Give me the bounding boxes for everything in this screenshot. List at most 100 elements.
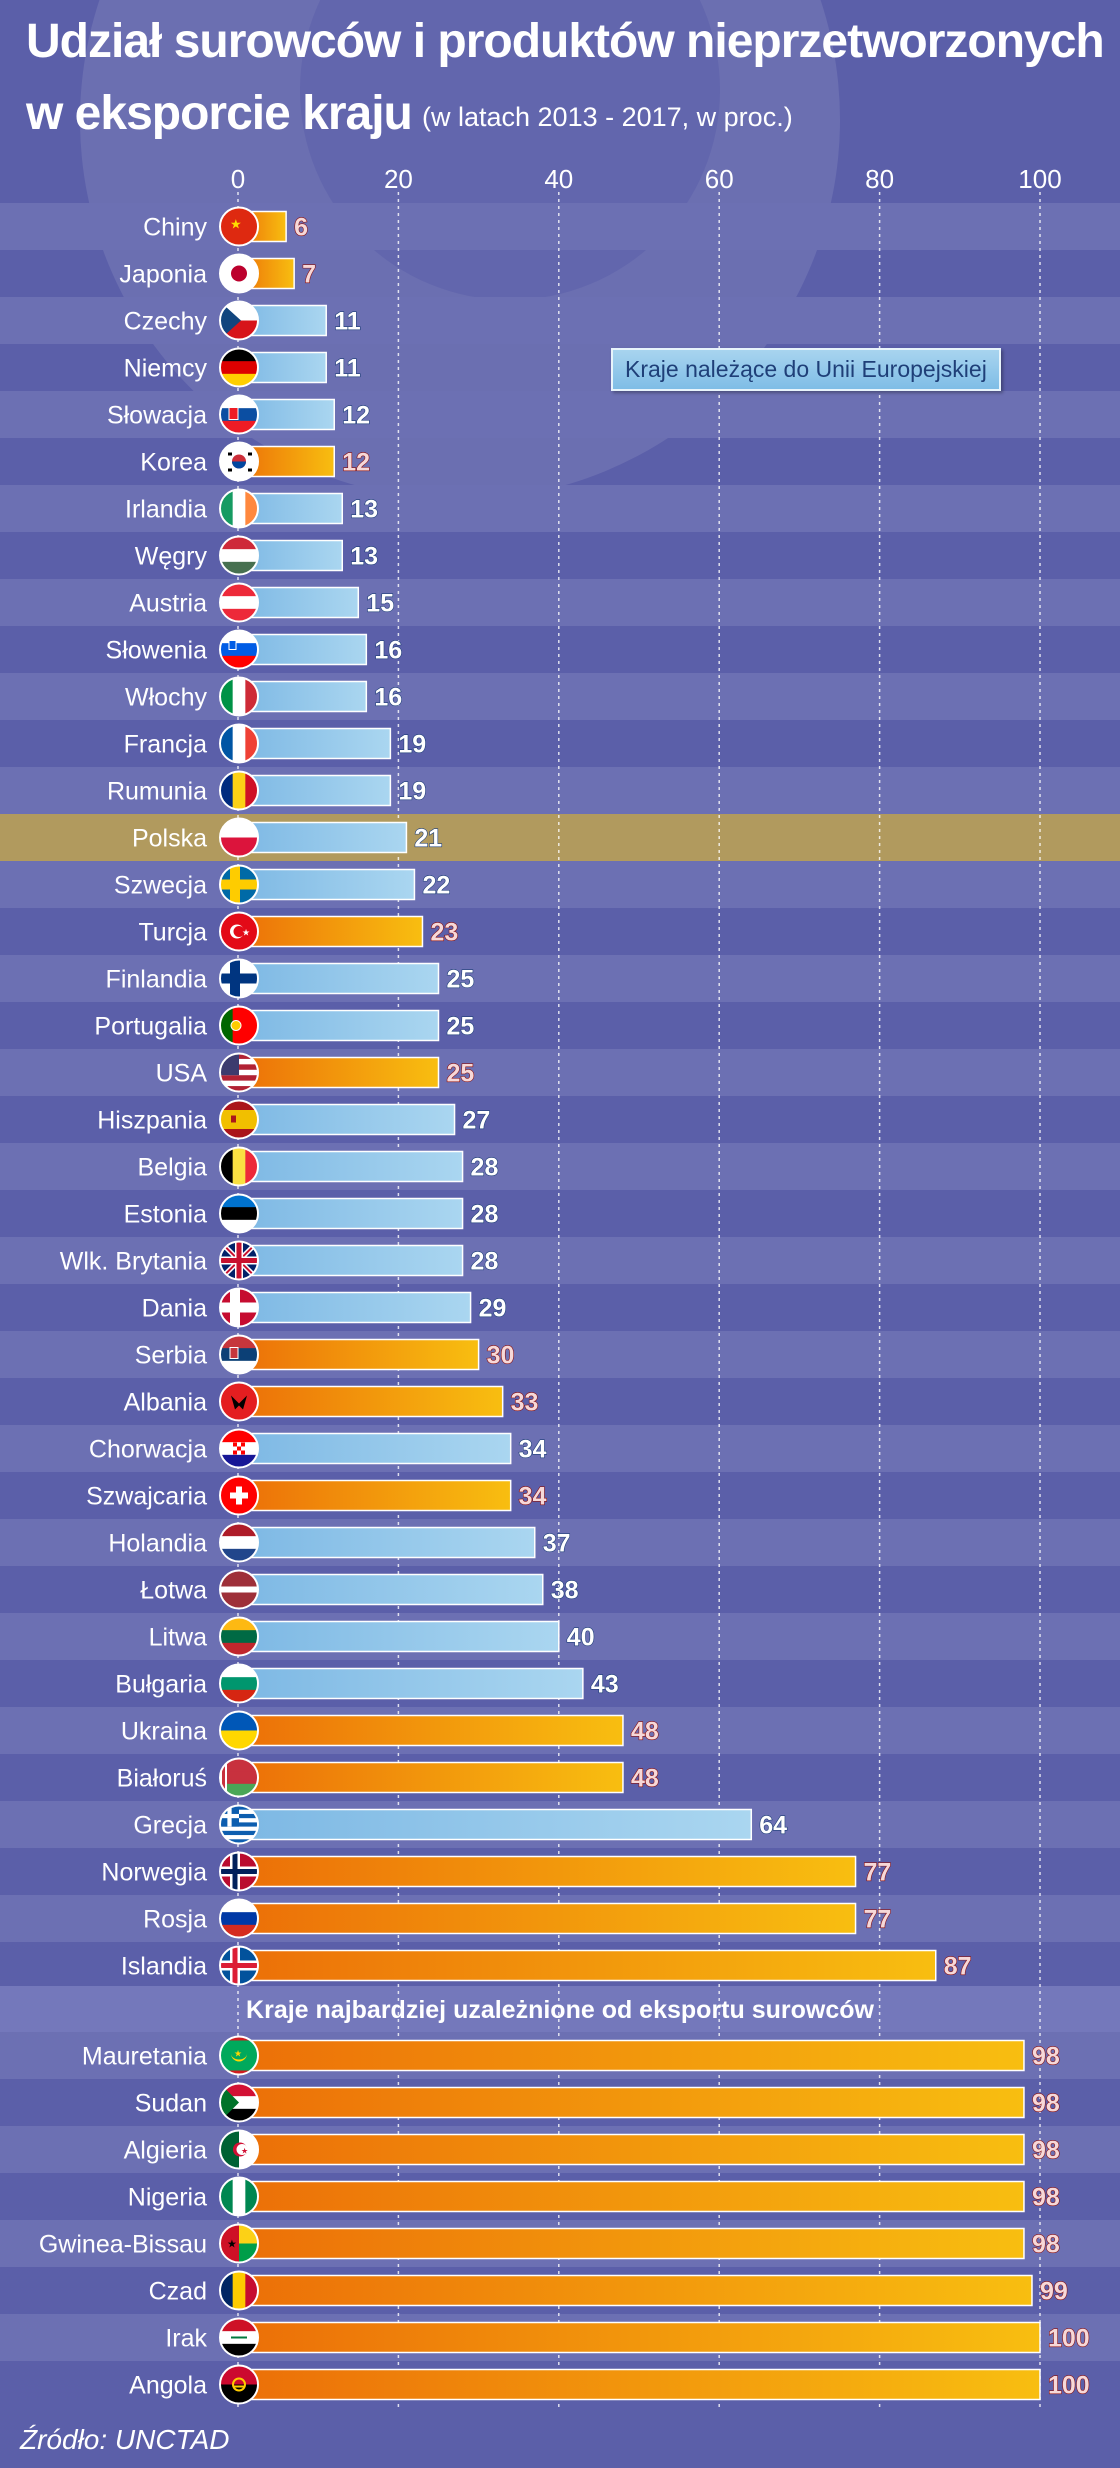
value-label: 43 xyxy=(591,1671,619,1699)
flag-border xyxy=(219,1475,259,1516)
flag-border xyxy=(219,1193,259,1234)
flag-border xyxy=(219,206,259,247)
flag-border xyxy=(219,2035,259,2076)
value-label: 100 xyxy=(1048,2325,1090,2353)
country-label: Finlandia xyxy=(106,966,208,994)
greece-flag xyxy=(220,1805,258,1844)
country-label: Litwa xyxy=(149,1624,207,1652)
bar-białoruś xyxy=(237,1761,624,1794)
x-tick-label: 80 xyxy=(865,164,894,194)
value-label: 15 xyxy=(366,590,394,618)
bar-włochy xyxy=(237,680,368,713)
bar-gwinea-bissau xyxy=(237,2227,1025,2260)
flag-border xyxy=(219,2176,259,2217)
flag-border xyxy=(219,1005,259,1046)
country-label: Chiny xyxy=(143,214,207,242)
bar-finlandia xyxy=(237,962,440,995)
country-label: Nigeria xyxy=(128,2184,207,2212)
iceland-flag xyxy=(220,1946,258,1985)
country-label: Islandia xyxy=(121,1953,207,1981)
flag-border xyxy=(219,1240,259,1281)
subtitle: (w latach 2013 - 2017, w proc.) xyxy=(422,102,793,132)
value-label: 98 xyxy=(1032,2090,1060,2118)
value-label: 19 xyxy=(398,778,426,806)
flags: ★ ★ ★ ★ ★ xyxy=(219,206,259,2405)
flag-border xyxy=(219,911,259,952)
svg-text:★: ★ xyxy=(230,218,242,233)
value-label: 27 xyxy=(463,1107,491,1135)
country-label: Rosja xyxy=(143,1906,207,1934)
country-label: Japonia xyxy=(119,261,207,289)
country-label: Niemcy xyxy=(124,355,208,383)
country-label: Belgia xyxy=(138,1154,208,1182)
flag-border xyxy=(219,2129,259,2170)
flag-border xyxy=(219,2223,259,2264)
x-tick-label: 60 xyxy=(705,164,734,194)
flag-border xyxy=(219,347,259,388)
country-label: Holandia xyxy=(108,1530,207,1558)
country-label: Bułgaria xyxy=(115,1671,207,1699)
svg-text:★: ★ xyxy=(241,2147,248,2156)
china-flag: ★ xyxy=(220,207,258,246)
country-label: Estonia xyxy=(124,1201,207,1229)
row-band xyxy=(0,767,1120,814)
x-tick-label: 0 xyxy=(231,164,245,194)
country-label: Polska xyxy=(132,825,207,853)
flag-border xyxy=(219,1099,259,1140)
flag-border xyxy=(219,2270,259,2311)
flag-border xyxy=(219,535,259,576)
value-label: 11 xyxy=(334,355,361,383)
bar-norwegia xyxy=(237,1855,857,1888)
row-band xyxy=(0,1613,1120,1660)
value-label: 37 xyxy=(543,1530,571,1558)
value-label: 98 xyxy=(1032,2137,1060,2165)
sweden-flag xyxy=(220,865,258,904)
bar-polska xyxy=(237,821,408,854)
value-label: 25 xyxy=(447,1013,475,1041)
value-label: 12 xyxy=(342,449,370,477)
country-label: Francja xyxy=(124,731,207,759)
bar-islandia xyxy=(237,1949,937,1982)
flag-border xyxy=(219,629,259,670)
turkey-flag: ★ xyxy=(220,912,258,951)
flag-border xyxy=(219,441,259,482)
belgium-flag xyxy=(220,1147,258,1186)
row-band xyxy=(0,1237,1120,1284)
norway-flag xyxy=(220,1852,258,1891)
flag-border xyxy=(219,676,259,717)
value-label: 21 xyxy=(414,825,442,853)
country-label: Norwegia xyxy=(101,1859,207,1887)
x-tick-label: 40 xyxy=(544,164,573,194)
value-label: 28 xyxy=(471,1154,499,1182)
country-label: Austria xyxy=(129,590,207,618)
flag-border xyxy=(219,2317,259,2358)
country-label: Łotwa xyxy=(140,1577,207,1605)
flag-border xyxy=(219,817,259,858)
value-label: 33 xyxy=(511,1389,539,1417)
bar-grecja xyxy=(237,1808,753,1841)
svg-text:★: ★ xyxy=(242,929,250,939)
korea-flag xyxy=(220,442,258,481)
value-label: 64 xyxy=(759,1812,787,1840)
country-label: Chorwacja xyxy=(89,1436,207,1464)
section-band xyxy=(0,1986,1120,2032)
value-label: 38 xyxy=(551,1577,579,1605)
row-band xyxy=(0,485,1120,532)
flag-border xyxy=(219,1616,259,1657)
value-label: 28 xyxy=(471,1248,499,1276)
row-band xyxy=(0,1331,1120,1378)
value-label: 40 xyxy=(567,1624,595,1652)
value-label: 98 xyxy=(1032,2231,1060,2259)
bar-rosja xyxy=(237,1902,857,1935)
bar-irak xyxy=(237,2321,1041,2354)
poland-flag xyxy=(220,818,258,857)
bar-holandia xyxy=(237,1526,536,1559)
row-band xyxy=(0,297,1120,344)
value-label: 7 xyxy=(302,261,316,289)
country-label: Czechy xyxy=(124,308,208,336)
flag-border xyxy=(219,1334,259,1375)
flag-border xyxy=(219,958,259,999)
angola-flag xyxy=(220,2365,258,2404)
flag-border xyxy=(219,1851,259,1892)
